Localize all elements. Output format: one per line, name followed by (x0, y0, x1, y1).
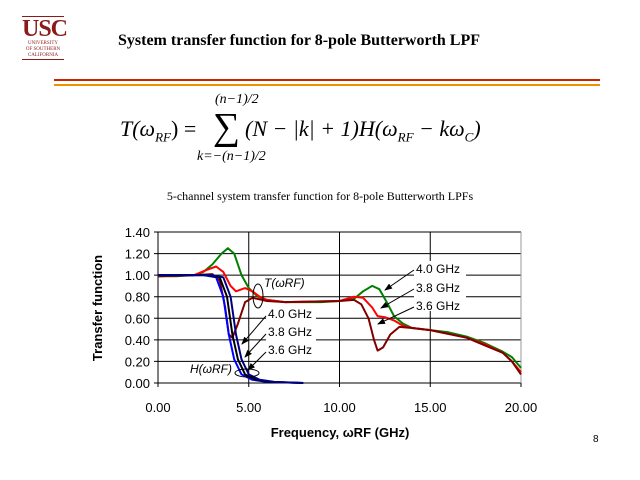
x-axis-label: Frequency, ωRF (GHz) (271, 425, 410, 440)
t-omega-label: T(ωRF) (264, 276, 305, 290)
chart-title: 5-channel system transfer function for 8… (166, 189, 474, 203)
y-tick-label: 0.00 (125, 376, 150, 391)
usc-logo: USC UNIVERSITY OF SOUTHERN CALIFORNIA (22, 16, 68, 60)
annotation-arrow (241, 315, 267, 345)
y-tick-label: 1.20 (125, 247, 150, 262)
y-tick-label: 0.40 (125, 333, 150, 348)
left-label-3-8: 3.8 GHz (268, 325, 312, 339)
x-tick-label: 0.00 (145, 400, 170, 415)
x-tick-label: 5.00 (236, 400, 261, 415)
right-label-3-6: 3.6 GHz (416, 299, 460, 313)
logo-sub-2: OF SOUTHERN (25, 47, 61, 52)
sum-symbol: ∑ (213, 106, 241, 148)
x-tick-label: 20.00 (505, 400, 538, 415)
h-group-ellipse (234, 368, 260, 378)
annotation-arrow (380, 288, 415, 309)
title-rule-orange (54, 84, 600, 86)
annotation-arrow (384, 269, 415, 291)
annotation-arrow (247, 351, 267, 371)
y-axis-label: Transfer function (90, 255, 105, 361)
sum-upper-limit: (n−1)/2 (215, 92, 259, 107)
sum-lower-limit: k=−(n−1)/2 (197, 149, 266, 164)
left-label-4-0: 4.0 GHz (268, 307, 312, 321)
y-tick-label: 1.40 (125, 225, 150, 240)
x-tick-label: 10.00 (323, 400, 356, 415)
t-group-ellipse (252, 283, 264, 309)
y-tick-label: 1.00 (125, 268, 150, 283)
annotation-arrow (377, 306, 415, 325)
page-number: 8 (593, 434, 599, 445)
right-label-3-8: 3.8 GHz (416, 281, 460, 295)
right-label-4-0: 4.0 GHz (416, 262, 460, 276)
y-tick-label: 0.20 (125, 354, 150, 369)
y-tick-label: 0.60 (125, 311, 150, 326)
logo-text: USC (22, 16, 68, 42)
series-line-h-4-0-ghz (158, 274, 304, 384)
h-omega-label: H(ωRF) (190, 362, 232, 376)
formula-body: (N − |k| + 1)H(ωRF − kωC) (245, 116, 481, 145)
left-label-3-6: 3.6 GHz (268, 343, 312, 357)
logo-sub-3: CALIFORNIA (22, 53, 64, 60)
x-tick-label: 15.00 (414, 400, 447, 415)
formula-lhs: T(ωRF) = (120, 116, 197, 145)
logo-sub-1: UNIVERSITY (28, 41, 58, 46)
title-rule-red (54, 79, 600, 81)
slide-title: System transfer function for 8-pole Butt… (118, 32, 481, 49)
transfer-formula: T(ωRF) = (n−1)/2 ∑ k=−(n−1)/2 (N − |k| +… (120, 92, 545, 172)
annotation-arrow (244, 333, 267, 358)
y-tick-label: 0.80 (125, 290, 150, 305)
